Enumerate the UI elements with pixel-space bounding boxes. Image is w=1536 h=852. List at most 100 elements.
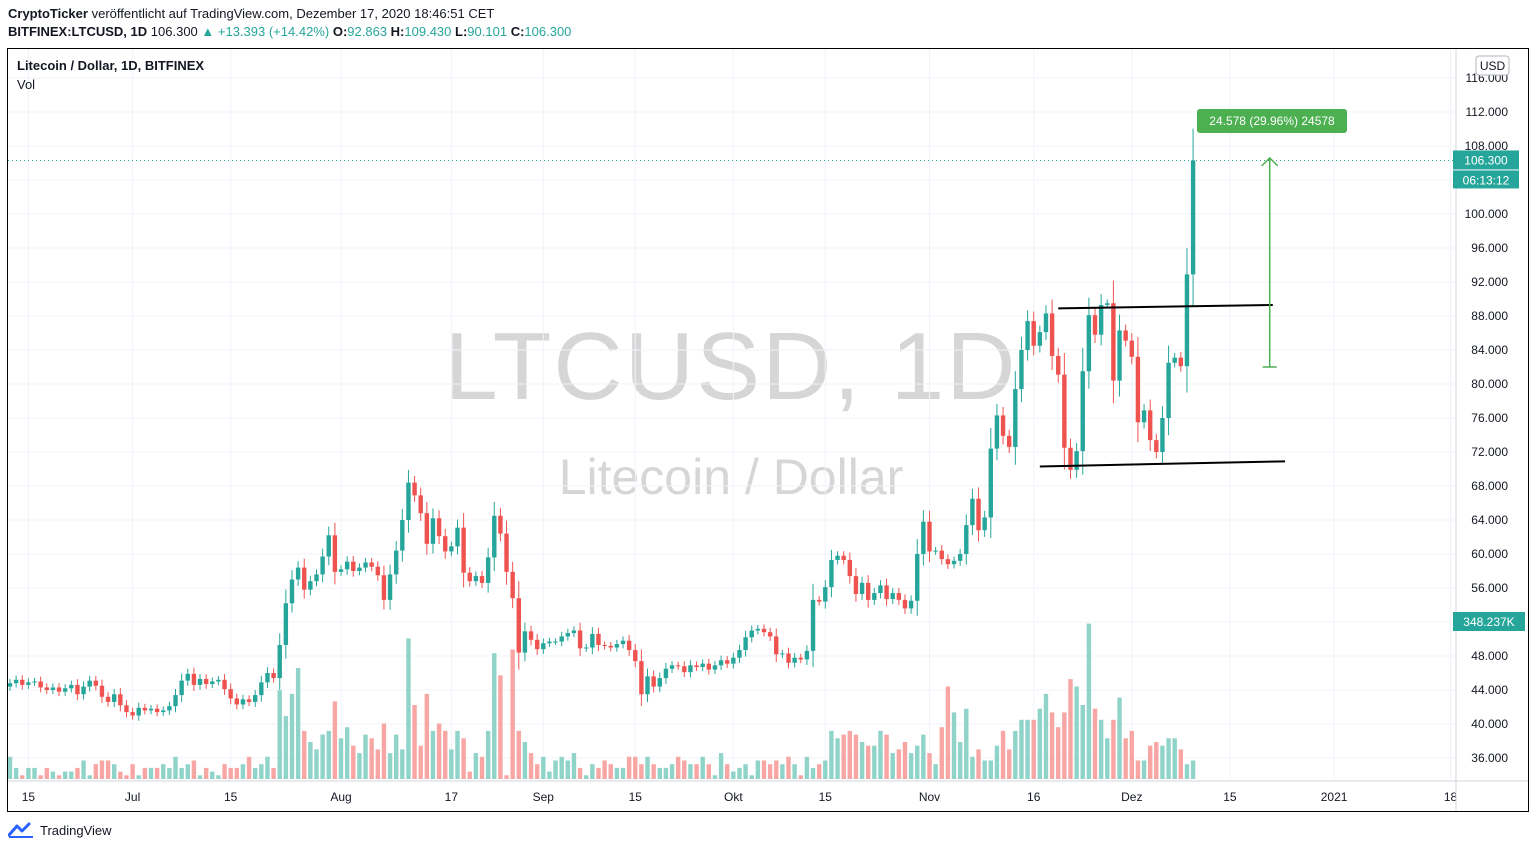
volume-tag bbox=[1453, 612, 1525, 631]
candle bbox=[124, 705, 129, 713]
volume-bar bbox=[112, 764, 117, 779]
candle bbox=[1025, 321, 1030, 350]
volume-bar bbox=[645, 756, 650, 779]
candle bbox=[1190, 160, 1196, 275]
volume-bar bbox=[302, 730, 307, 779]
y-tick-label: 88.000 bbox=[1471, 309, 1508, 323]
trendline bbox=[1058, 303, 1273, 310]
candle bbox=[69, 684, 74, 689]
candle bbox=[1037, 332, 1043, 346]
candle bbox=[590, 633, 595, 648]
candle bbox=[761, 628, 767, 633]
candle bbox=[982, 517, 987, 531]
volume-bar bbox=[1013, 730, 1018, 779]
volume-bar bbox=[528, 753, 534, 779]
x-tick-label: 15 bbox=[224, 790, 238, 804]
countdown-label: 06:13:12 bbox=[1463, 173, 1510, 187]
volume-bar bbox=[148, 767, 154, 779]
volume-bar bbox=[884, 734, 889, 779]
volume-bar bbox=[167, 767, 172, 779]
candle bbox=[988, 448, 993, 518]
candle bbox=[406, 482, 411, 520]
y-tick-label: 108.000 bbox=[1465, 139, 1509, 153]
candle bbox=[528, 631, 534, 640]
volume-bar bbox=[712, 775, 718, 779]
candle bbox=[510, 571, 515, 599]
candle bbox=[737, 650, 742, 658]
footer: TradingView bbox=[8, 822, 112, 838]
candle bbox=[559, 636, 564, 642]
candle bbox=[314, 574, 319, 582]
candle bbox=[626, 640, 632, 651]
currency-label[interactable]: USD bbox=[1480, 59, 1506, 73]
volume-bar bbox=[271, 767, 276, 779]
candle bbox=[259, 682, 264, 696]
candle bbox=[289, 579, 295, 604]
candle bbox=[142, 707, 148, 711]
candle bbox=[694, 665, 699, 668]
footer-brand[interactable]: TradingView bbox=[40, 822, 112, 838]
candle bbox=[675, 665, 681, 667]
volume-bar bbox=[449, 749, 454, 779]
volume-bar bbox=[866, 745, 871, 779]
candle bbox=[154, 708, 160, 713]
candle bbox=[1068, 447, 1073, 470]
volume-bar bbox=[927, 753, 932, 779]
candle bbox=[633, 650, 638, 662]
candle bbox=[798, 657, 803, 660]
candle bbox=[13, 679, 19, 684]
volume-bar bbox=[418, 745, 423, 779]
candle bbox=[130, 712, 135, 716]
y-tick-label: 84.000 bbox=[1471, 343, 1508, 357]
volume-bar bbox=[608, 764, 613, 779]
volume-bar bbox=[896, 749, 902, 779]
candle bbox=[915, 554, 920, 601]
candle bbox=[1117, 330, 1122, 381]
candle bbox=[896, 593, 902, 600]
candle bbox=[1111, 303, 1116, 381]
volume-legend[interactable]: Vol bbox=[17, 77, 36, 92]
volume-bar bbox=[375, 749, 380, 779]
y-tick-label: 100.000 bbox=[1465, 207, 1509, 221]
x-tick-label: Jul bbox=[125, 790, 140, 804]
volume-bar bbox=[614, 767, 620, 779]
volume-bar bbox=[7, 756, 13, 779]
candle bbox=[498, 515, 503, 534]
volume-bar bbox=[915, 745, 920, 779]
volume-bar bbox=[26, 767, 31, 779]
volume-bar bbox=[872, 745, 877, 779]
candle bbox=[1031, 321, 1036, 346]
candle bbox=[228, 689, 233, 699]
candle bbox=[872, 593, 877, 600]
candle bbox=[964, 525, 969, 554]
volume-bar bbox=[669, 764, 675, 779]
volume-bar bbox=[62, 771, 68, 779]
chart-legend-title[interactable]: Litecoin / Dollar, 1D, BITFINEX bbox=[17, 58, 205, 73]
volume-bar bbox=[945, 686, 951, 779]
y-tick-label: 96.000 bbox=[1471, 241, 1508, 255]
volume-bar bbox=[1147, 745, 1153, 779]
volume-bar bbox=[522, 742, 528, 779]
y-tick-label: 76.000 bbox=[1471, 411, 1508, 425]
candle bbox=[492, 515, 497, 558]
candle bbox=[400, 520, 405, 551]
candle bbox=[725, 660, 730, 664]
y-tick-label: 44.000 bbox=[1471, 683, 1508, 697]
candle bbox=[608, 645, 613, 648]
volume-bar bbox=[93, 764, 99, 779]
volume-bar bbox=[761, 760, 767, 779]
candle bbox=[436, 518, 442, 537]
volume-bar bbox=[1135, 760, 1141, 779]
candle bbox=[271, 673, 276, 679]
volume-bar bbox=[351, 745, 356, 779]
candle bbox=[939, 550, 944, 560]
candle bbox=[945, 559, 951, 565]
volume-bar bbox=[553, 760, 558, 779]
candle bbox=[712, 665, 718, 670]
candle bbox=[553, 641, 558, 643]
author-name[interactable]: CryptoTicker bbox=[8, 6, 88, 21]
volume-bar bbox=[1190, 760, 1196, 779]
candle bbox=[1074, 451, 1079, 470]
watermark-description: Litecoin / Dollar bbox=[558, 449, 904, 505]
